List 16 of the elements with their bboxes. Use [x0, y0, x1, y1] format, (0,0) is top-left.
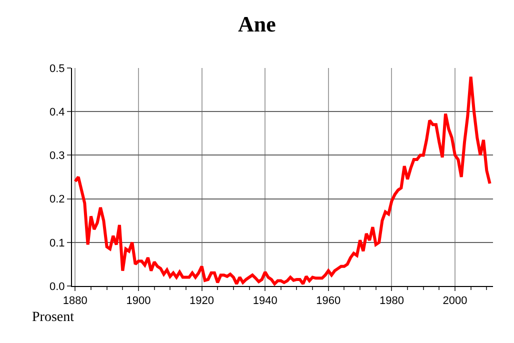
- x-tick-label: 1940: [252, 295, 278, 308]
- y-tick-label: 0.3: [50, 150, 65, 162]
- line-series: [74, 75, 492, 286]
- y-tick-label: 0.1: [50, 237, 65, 250]
- y-tick-label: 0.4: [50, 106, 65, 118]
- x-tick-label: 1920: [190, 295, 214, 308]
- y-axis-title: Prosent: [32, 310, 74, 325]
- x-tick-label: 2000: [442, 295, 468, 308]
- x-tick-label: 1960: [316, 295, 341, 308]
- x-tick-label: 1980: [379, 295, 404, 308]
- x-tick-label: 1900: [126, 295, 151, 308]
- chart-title: Ane: [238, 12, 276, 37]
- x-tick-label: 1880: [62, 295, 88, 308]
- y-tick-label: 0.5: [50, 62, 65, 75]
- y-tick-label: 0.2: [50, 194, 65, 206]
- y-tick-label: 0.0: [50, 280, 65, 293]
